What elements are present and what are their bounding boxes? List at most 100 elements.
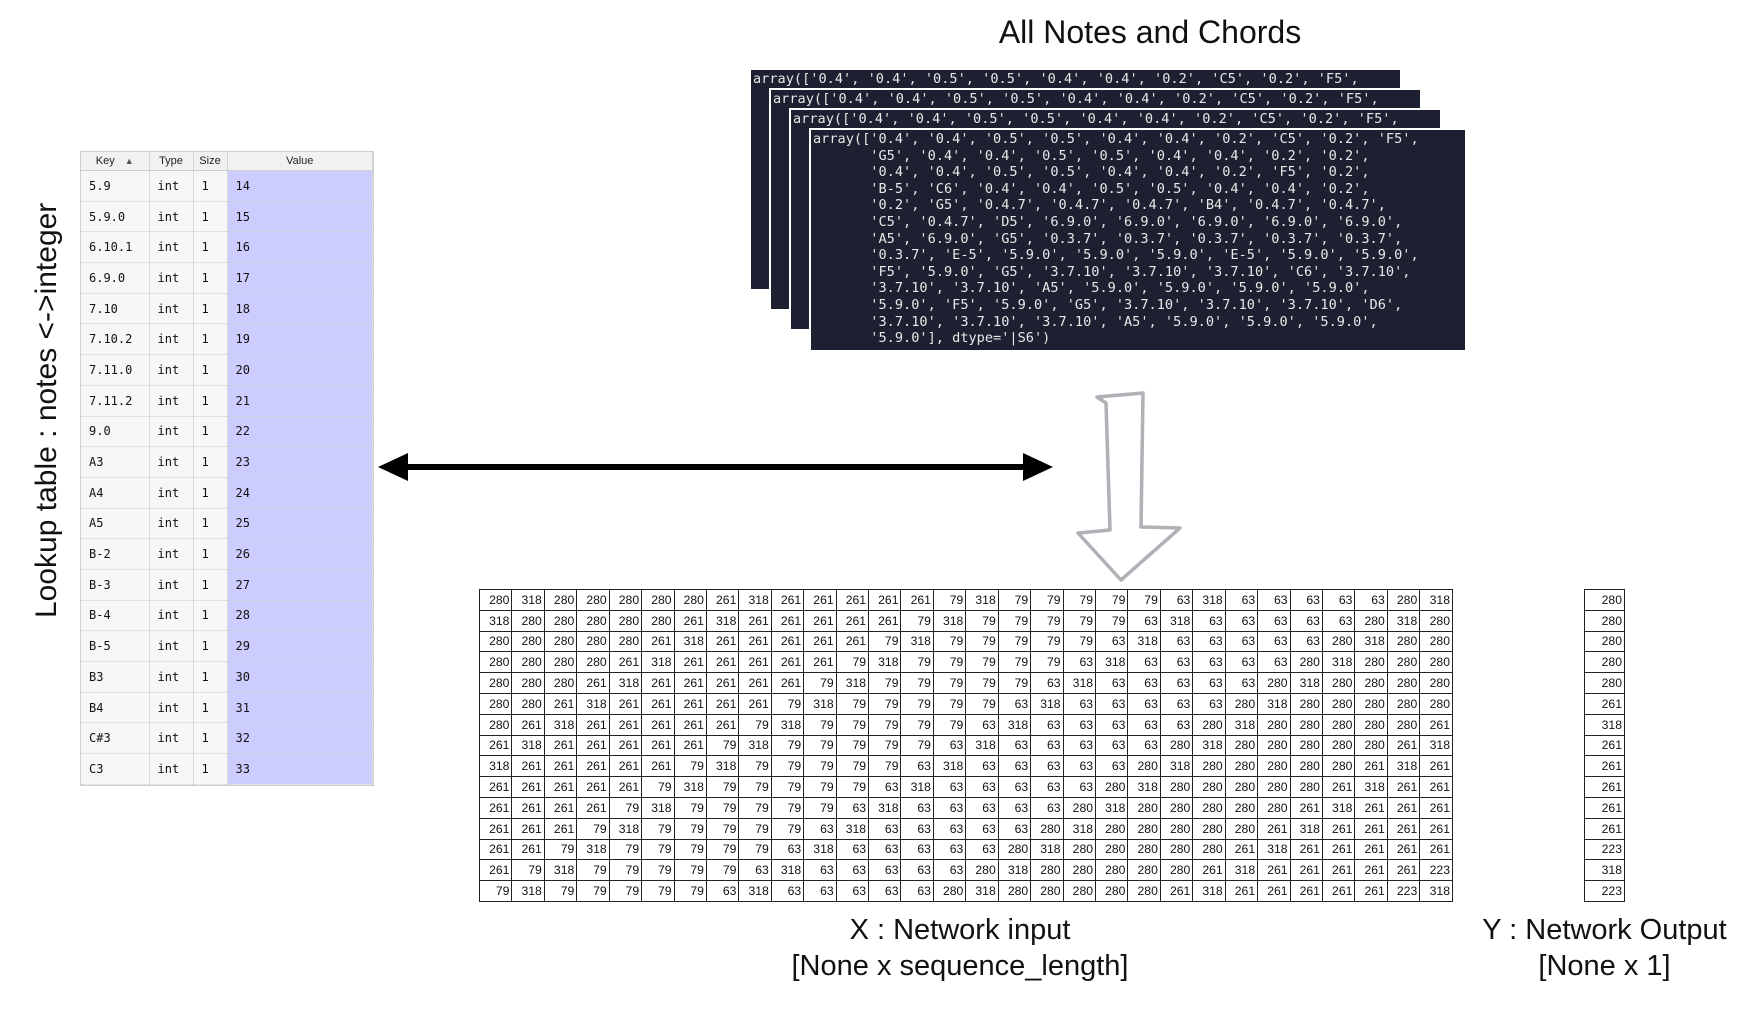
type-cell: int — [149, 630, 194, 662]
input-cell: 261 — [705, 692, 740, 715]
size-cell: 1 — [193, 508, 228, 540]
lookup-row[interactable]: B3 int 1 30 — [81, 661, 373, 693]
input-cell: 63 — [997, 692, 1032, 715]
value-column-header[interactable]: Value — [227, 152, 373, 171]
lookup-row[interactable]: 7.10 int 1 18 — [81, 293, 373, 325]
input-cell: 79 — [770, 817, 805, 840]
input-cell: 79 — [965, 692, 999, 715]
lookup-row[interactable]: 7.11.0 int 1 20 — [81, 354, 373, 386]
input-cell: 261 — [1321, 776, 1356, 798]
input-cell: 280 — [1062, 880, 1097, 902]
input-cell: 63 — [1062, 734, 1097, 757]
size-column-header[interactable]: Size — [193, 152, 228, 171]
lookup-row[interactable]: A3 int 1 23 — [81, 446, 373, 478]
lookup-row[interactable]: 6.10.1 int 1 16 — [81, 231, 373, 264]
input-cell: 79 — [997, 630, 1032, 653]
network-input-matrix: 280 318 280 280 280 280 280 261 318 261 261 261 261 2… — [478, 589, 1453, 902]
input-cell: 280 — [1289, 734, 1323, 757]
lookup-row[interactable]: 7.11.2 int 1 21 — [81, 385, 373, 417]
lookup-row[interactable]: B-3 int 1 27 — [81, 569, 373, 601]
input-cell: 261 — [543, 692, 578, 715]
input-cell: 261 — [738, 651, 772, 674]
input-cell: 261 — [1419, 776, 1453, 798]
input-cell: 79 — [900, 651, 934, 674]
input-cell: 79 — [835, 755, 870, 778]
input-cell: 261 — [1321, 838, 1356, 861]
input-cell: 318 — [738, 589, 772, 611]
value-cell: 26 — [227, 538, 373, 570]
input-cell: 318 — [900, 776, 934, 798]
output-row: 280 — [1584, 672, 1625, 694]
input-cell: 261 — [1354, 859, 1388, 882]
input-cell: 318 — [543, 713, 578, 736]
input-row: 79 318 79 79 79 79 79 63 318 63 63 63 63 63 280 318 280 2… — [478, 880, 1453, 902]
input-cell: 280 — [608, 589, 643, 611]
input-cell: 280 — [1127, 817, 1161, 840]
output-row: 280 — [1584, 589, 1625, 611]
input-cell: 63 — [997, 817, 1032, 840]
input-cell: 280 — [1224, 755, 1259, 778]
input-cell: 261 — [1289, 880, 1323, 902]
lookup-row[interactable]: B-4 int 1 28 — [81, 600, 373, 632]
value-cell: 14 — [227, 170, 373, 202]
input-cell: 280 — [673, 589, 707, 611]
input-row: 261 261 261 79 318 79 79 79 79 79 63 318 63 63 63 63 63 2… — [478, 817, 1453, 840]
input-cell: 79 — [835, 776, 870, 798]
input-cell: 280 — [1192, 776, 1226, 798]
lookup-row[interactable]: A4 int 1 24 — [81, 477, 373, 509]
input-cell: 63 — [1192, 609, 1226, 632]
input-cell: 261 — [641, 713, 675, 736]
input-cell: 261 — [576, 713, 610, 736]
lookup-row[interactable]: 5.9.0 int 1 15 — [81, 201, 373, 233]
input-cell: 63 — [770, 838, 805, 861]
input-cell: 79 — [673, 859, 707, 882]
input-cell: 280 — [478, 713, 513, 736]
type-column-header[interactable]: Type — [149, 152, 194, 171]
key-cell: C3 — [81, 753, 150, 785]
lookup-row[interactable]: C#3 int 1 32 — [81, 722, 373, 755]
value-cell: 27 — [227, 569, 373, 601]
input-cell: 280 — [1095, 838, 1129, 861]
lookup-row[interactable]: C3 int 1 33 — [81, 753, 373, 785]
lookup-row[interactable]: 9.0 int 1 22 — [81, 416, 373, 448]
input-cell: 63 — [803, 880, 837, 902]
input-cell: 63 — [965, 817, 999, 840]
lookup-row[interactable]: B4 int 1 31 — [81, 692, 373, 724]
key-column-header[interactable]: Key ▲ — [81, 152, 150, 171]
input-cell: 261 — [770, 589, 805, 611]
input-cell: 280 — [1419, 651, 1453, 674]
key-cell: 5.9.0 — [81, 201, 150, 233]
input-cell: 79 — [478, 880, 513, 902]
size-cell: 1 — [193, 170, 228, 202]
input-cell: 318 — [608, 672, 643, 694]
lookup-row[interactable]: B-5 int 1 29 — [81, 630, 373, 662]
size-cell: 1 — [193, 201, 228, 233]
output-cell: 261 — [1584, 776, 1625, 798]
input-cell: 261 — [1419, 713, 1453, 736]
lookup-row[interactable]: A5 int 1 25 — [81, 508, 373, 540]
input-cell: 223 — [1419, 859, 1453, 882]
input-cell: 318 — [770, 713, 805, 736]
input-cell: 79 — [673, 796, 707, 819]
lookup-row[interactable]: 5.9 int 1 14 — [81, 170, 373, 202]
input-cell: 280 — [1289, 692, 1323, 715]
input-cell: 280 — [543, 589, 578, 611]
input-cell: 261 — [478, 859, 513, 882]
output-row: 280 — [1584, 630, 1625, 653]
input-cell: 318 — [965, 734, 999, 757]
lookup-row[interactable]: B-2 int 1 26 — [81, 538, 373, 570]
lookup-row[interactable]: 6.9.0 int 1 17 — [81, 262, 373, 294]
input-cell: 63 — [868, 776, 902, 798]
output-cell: 261 — [1584, 692, 1625, 715]
size-cell: 1 — [193, 569, 228, 601]
lookup-row[interactable]: 7.10.2 int 1 19 — [81, 323, 373, 356]
input-cell: 280 — [1030, 859, 1064, 882]
input-cell: 261 — [608, 713, 643, 736]
input-cell: 280 — [1289, 776, 1323, 798]
input-cell: 318 — [673, 630, 707, 653]
input-cell: 63 — [770, 880, 805, 902]
input-cell: 63 — [1127, 651, 1161, 674]
input-cell: 280 — [1321, 672, 1356, 694]
size-cell: 1 — [193, 231, 228, 264]
output-row: 261 — [1584, 692, 1625, 715]
